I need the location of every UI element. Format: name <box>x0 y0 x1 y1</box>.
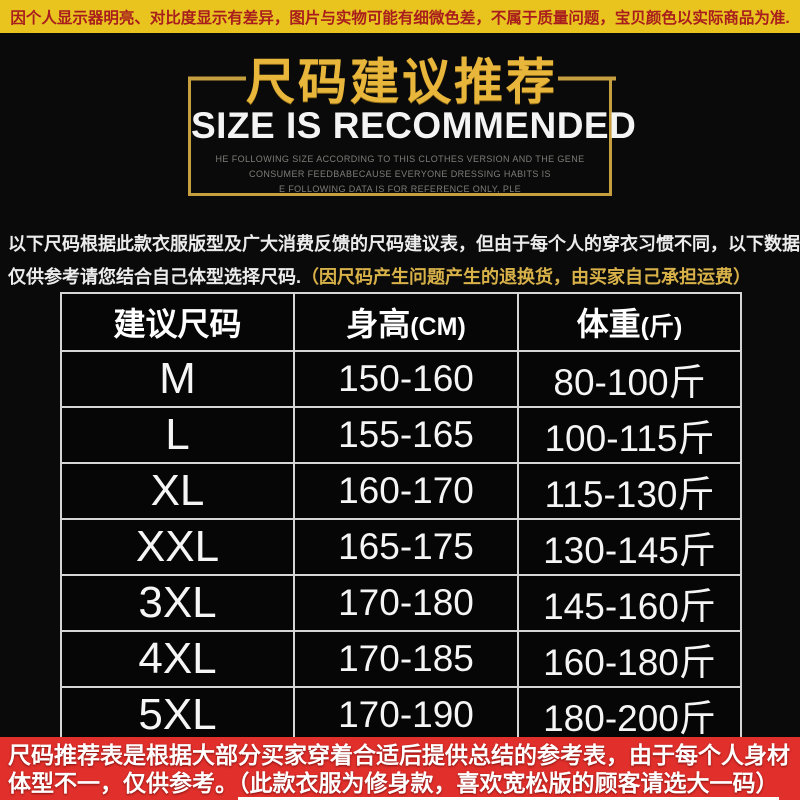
table-row: XXL 165-175 130-145斤 <box>60 518 742 576</box>
weight-cell: 100-115斤 <box>517 406 742 464</box>
height-cell: 155-165 <box>293 406 519 464</box>
size-cell: M <box>60 350 295 408</box>
height-cell: 170-180 <box>293 574 519 632</box>
size-table: 建议尺码 身高(CM) 体重(斤) M 150-160 80-100斤 L 15… <box>60 292 742 744</box>
size-cell: XXL <box>60 518 295 576</box>
size-cell: 4XL <box>60 630 295 688</box>
intro-line-2-gold: （因尺码产生问题产生的退换货，由买家自己承担运费） <box>301 267 751 287</box>
title-frame-top: 尺码建议推荐 <box>188 43 617 114</box>
table-row: L 155-165 100-115斤 <box>60 406 742 464</box>
weight-cell: 130-145斤 <box>517 518 742 576</box>
weight-cell: 145-160斤 <box>517 574 742 632</box>
subtitle-notes: HE FOLLOWING SIZE ACCORDING TO THIS CLOT… <box>191 152 609 197</box>
table-row: 4XL 170-185 160-180斤 <box>60 630 742 688</box>
intro-line-1: 以下尺码根据此款衣服版型及广大消费反馈的尺码建议表，但由于每个人的穿衣习惯不同，… <box>8 234 800 254</box>
frame-left-line <box>188 76 246 80</box>
table-row: XL 160-170 115-130斤 <box>60 462 742 520</box>
weight-cell: 160-180斤 <box>517 630 742 688</box>
weight-cell: 80-100斤 <box>517 350 742 408</box>
fit-disclaimer-line-1: 尺码推荐表是根据大部分买家穿着合适后提供总结的参考表，由于每个人身材 <box>8 742 790 768</box>
header-weight: 体重(斤) <box>517 292 742 352</box>
fit-disclaimer-line-2: 体型不一，仅供参考。（此款衣服为修身款，喜欢宽松版的顾客请选大一码） <box>8 769 792 800</box>
fit-disclaimer-underlined: （此款衣服为修身款，喜欢宽松版的顾客请选大一码） <box>238 770 779 800</box>
intro-line-2-white: 仅供参考请您结合自己体型选择尺码. <box>8 267 301 287</box>
frame-right-line <box>558 76 617 80</box>
fit-disclaimer-line-2-prefix: 体型不一，仅供参考。 <box>8 770 238 796</box>
header-height-unit: (CM) <box>410 313 466 341</box>
height-cell: 160-170 <box>293 462 519 520</box>
title-frame: 尺码建议推荐 SIZE IS RECOMMENDED HE FOLLOWING … <box>188 56 637 197</box>
intro-paragraph: 以下尺码根据此款衣服版型及广大消费反馈的尺码建议表，但由于每个人的穿衣习惯不同，… <box>8 228 800 294</box>
header-height: 身高(CM) <box>293 292 519 352</box>
weight-cell: 115-130斤 <box>517 462 742 520</box>
size-cell: L <box>60 406 295 464</box>
header-size: 建议尺码 <box>60 292 295 352</box>
subtitle-note-line: E FOLLOWING DATA IS FOR REFERENCE ONLY, … <box>278 184 522 194</box>
subtitle-note-line: CONSUMER FEEDBABECAUSE EVERYONE DRESSING… <box>249 169 551 179</box>
size-cell: 3XL <box>60 574 295 632</box>
height-cell: 170-185 <box>293 630 519 688</box>
table-row: 3XL 170-180 145-160斤 <box>60 574 742 632</box>
size-cell: 5XL <box>60 686 295 744</box>
height-cell: 150-160 <box>293 350 519 408</box>
color-disclaimer-text: 因个人显示器明亮、对比度显示有差异，图片与实物可能有细微色差，不属于质量问题，宝… <box>10 9 790 27</box>
subtitle-note-line: HE FOLLOWING SIZE ACCORDING TO THIS CLOT… <box>215 154 585 164</box>
table-header-row: 建议尺码 身高(CM) 体重(斤) <box>60 292 742 352</box>
weight-cell: 180-200斤 <box>517 686 742 744</box>
color-disclaimer-banner: 因个人显示器明亮、对比度显示有差异，图片与实物可能有细微色差，不属于质量问题，宝… <box>0 0 800 33</box>
table-row: M 150-160 80-100斤 <box>60 350 742 408</box>
size-cell: XL <box>60 462 295 520</box>
intro-line-2: 仅供参考请您结合自己体型选择尺码.（因尺码产生问题产生的退换货，由买家自己承担运… <box>8 261 792 294</box>
height-cell: 170-190 <box>293 686 519 744</box>
fit-disclaimer-banner: 尺码推荐表是根据大部分买家穿着合适后提供总结的参考表，由于每个人身材 体型不一，… <box>0 737 800 800</box>
page-title: 尺码建议推荐 <box>246 55 559 110</box>
page-subtitle: SIZE IS RECOMMENDED <box>191 105 637 146</box>
height-cell: 165-175 <box>293 518 519 576</box>
table-row: 5XL 170-190 180-200斤 <box>60 686 742 744</box>
header-weight-unit: (斤) <box>640 313 683 341</box>
